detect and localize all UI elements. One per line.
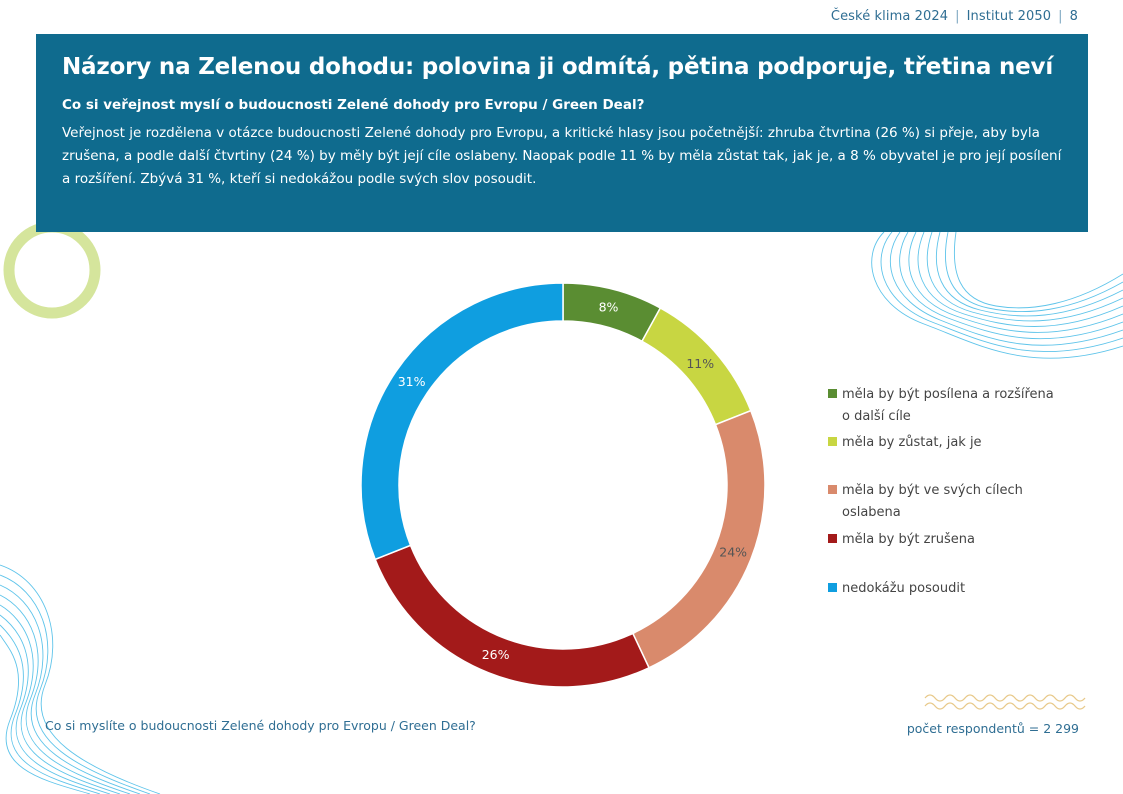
legend-swatch [828,437,837,446]
decorative-zigzag [924,694,1086,710]
page-number: 8 [1069,9,1078,24]
report-title: České klima 2024 [830,9,949,24]
summary-text: Veřejnost je rozdělena v otázce budoucno… [62,125,1062,187]
legend-label: měla by zůstat, jak je [842,435,982,450]
title-banner: Názory na Zelenou dohodu: polovina ji od… [36,34,1088,232]
decorative-waves-left [0,564,161,794]
legend-label: nedokážu posoudit [842,581,966,596]
legend-item: nedokážu posoudit [828,578,1058,600]
legend-swatch [828,583,837,592]
page-title: Názory na Zelenou dohodu: polovina ji od… [62,54,1054,80]
slice-data-label: 31% [398,374,426,389]
publisher-name: Institut 2050 [966,9,1052,24]
donut-slice [360,282,564,561]
separator: | [1058,9,1063,24]
slice-data-label: 8% [599,300,619,315]
legend-label: měla by být zrušena [842,532,976,547]
respondent-count: počet respondentů = 2 299 [906,721,1079,736]
legend-swatch [828,389,837,398]
legend-item: měla by být ve svých cílech oslabena [828,480,1058,524]
separator: | [955,9,960,24]
legend-swatch [828,485,837,494]
legend-label: měla by být posílena a rozšířena o další… [842,387,1054,424]
decorative-waves-right [871,231,1123,359]
page-header: České klima 2024 | Institut 2050 | 8 [831,9,1078,24]
legend-item: měla by být zrušena [828,529,1058,551]
page-subtitle: Co si veřejnost myslí o budoucnosti Zele… [62,97,645,113]
survey-question: Co si myslíte o budoucnosti Zelené dohod… [45,718,476,733]
slice-data-label: 24% [719,544,747,559]
slice-data-label: 11% [686,356,714,371]
legend-label: měla by být ve svých cílech oslabena [842,483,1023,520]
donut-slice [374,544,651,688]
legend-item: měla by být posílena a rozšířena o další… [828,384,1058,428]
legend-item: měla by zůstat, jak je [828,432,1058,454]
slice-data-label: 26% [482,647,510,662]
legend-swatch [828,534,837,543]
donut-slice [631,409,766,669]
